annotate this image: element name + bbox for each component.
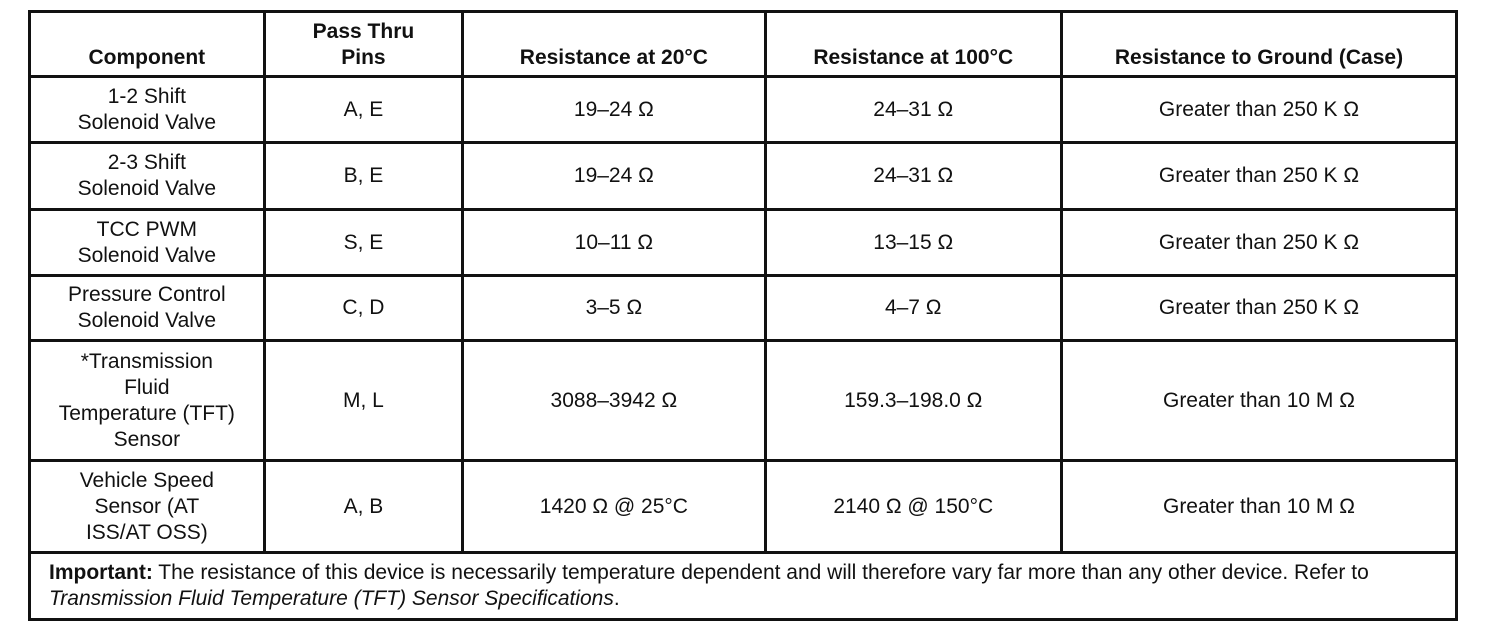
cell-line: Resistance at 20°C — [519, 46, 708, 69]
cell-line: Greater than 250 K Ω — [1158, 164, 1360, 187]
cell-line: 2-3 Shift — [107, 151, 186, 174]
note-row: Important: The resistance of this device… — [28, 551, 1458, 621]
cell-line: Greater than 10 M Ω — [1162, 388, 1355, 412]
table-cell: Greater than 250 K Ω — [1059, 75, 1459, 144]
header-row: Component Pass Thru Pins Resistance at 20°C… — [28, 10, 1459, 78]
spec-table: Component Pass Thru Pins Resistance at 20°C… — [28, 10, 1459, 621]
cell-line: A, E — [343, 97, 384, 121]
cell-line: Component — [88, 46, 206, 69]
table-cell: Greater than 250 K Ω — [1059, 208, 1459, 277]
note-cell: Important: The resistance of this device… — [28, 551, 1458, 621]
cell-line: Solenoid Valve — [77, 309, 217, 332]
table-row: 2-3 Shift Solenoid Valve B, E 19–24 Ω 24–31 … — [28, 141, 1459, 211]
cell-line: Greater than 250 K Ω — [1158, 296, 1360, 319]
cell-line: Greater than 250 K Ω — [1158, 230, 1360, 254]
table-cell: B, E — [262, 141, 465, 211]
cell-line: Greater than 10 M Ω — [1162, 494, 1355, 518]
cell-line: Sensor (AT — [94, 494, 200, 518]
table-cell: 1420 Ω @ 25°C — [461, 459, 767, 554]
table-row: Vehicle Speed Sensor (AT ISS/AT OSS) A, B 14… — [28, 459, 1459, 554]
header-cell: Resistance at 100°C — [763, 10, 1063, 78]
cell-line: S, E — [343, 230, 384, 254]
cell-line: 159.3–198.0 Ω — [844, 388, 983, 412]
table-cell: 4–7 Ω — [763, 274, 1063, 342]
cell-line: 10–11 Ω — [574, 230, 654, 254]
cell-line: 1-2 Shift — [107, 84, 186, 108]
table-cell: 10–11 Ω — [461, 208, 767, 277]
cell-line: Vehicle Speed — [79, 468, 214, 492]
header-cell: Resistance to Ground (Case) — [1059, 10, 1459, 78]
cell-line: Pass Thru — [312, 20, 415, 43]
table-cell: 2-3 Shift Solenoid Valve — [28, 141, 266, 211]
cell-line: 3–5 Ω — [585, 296, 643, 319]
cell-line: Fluid — [124, 375, 170, 399]
note-text: The resistance of this device is necessa… — [158, 561, 1369, 584]
cell-line: 13–15 Ω — [873, 230, 954, 254]
table-cell: 1-2 Shift Solenoid Valve — [28, 75, 266, 144]
table-cell: C, D — [262, 274, 465, 342]
cell-line: Resistance to Ground (Case) — [1114, 46, 1404, 69]
cell-line: Pressure Control — [68, 283, 226, 306]
cell-line: 19–24 Ω — [573, 164, 654, 187]
cell-line: C, D — [342, 296, 385, 319]
table-cell: TCC PWM Solenoid Valve — [28, 208, 266, 277]
cell-line: Resistance at 100°C — [813, 46, 1014, 69]
cell-line: M, L — [343, 388, 384, 412]
table-cell: 159.3–198.0 Ω — [763, 339, 1063, 462]
table-cell: Greater than 10 M Ω — [1059, 459, 1459, 554]
table-cell: Greater than 250 K Ω — [1059, 141, 1459, 211]
cell-line: 24–31 Ω — [873, 164, 954, 187]
cell-line: 24–31 Ω — [873, 97, 954, 121]
table-row: *Transmission Fluid Temperature (TFT) Senso… — [28, 339, 1459, 462]
table-cell: S, E — [262, 208, 465, 277]
table-cell: Vehicle Speed Sensor (AT ISS/AT OSS) — [28, 459, 266, 554]
table-row: Pressure Control Solenoid Valve C, D 3–5 Ω 4… — [28, 274, 1459, 342]
table-cell: 13–15 Ω — [763, 208, 1063, 277]
table-cell: A, E — [262, 75, 465, 144]
cell-line: Sensor — [113, 427, 181, 451]
cell-line: Solenoid Valve — [77, 243, 217, 267]
cell-line: 1420 Ω @ 25°C — [539, 494, 688, 518]
table-cell: 3–5 Ω — [461, 274, 767, 342]
table-cell: Greater than 10 M Ω — [1059, 339, 1459, 462]
note-end: . — [613, 587, 620, 610]
table-row: TCC PWM Solenoid Valve S, E 10–11 Ω 13–15 Ω G… — [28, 208, 1459, 277]
cell-line: *Transmission — [80, 349, 213, 373]
table-cell: 19–24 Ω — [461, 75, 767, 144]
cell-line: 4–7 Ω — [884, 296, 942, 319]
table-row: 1-2 Shift Solenoid Valve A, E 19–24 Ω 24–31 … — [28, 75, 1459, 144]
cell-line: Solenoid Valve — [77, 110, 217, 134]
header-cell: Pass Thru Pins — [262, 10, 465, 78]
note-label: Important: — [49, 561, 153, 584]
cell-line: 19–24 Ω — [573, 97, 654, 121]
cell-line: TCC PWM — [96, 217, 197, 241]
table-cell: M, L — [262, 339, 465, 462]
table-cell: *Transmission Fluid Temperature (TFT) Senso… — [28, 339, 266, 462]
table-cell: Pressure Control Solenoid Valve — [28, 274, 266, 342]
cell-line: 2140 Ω @ 150°C — [833, 494, 994, 518]
cell-line: Solenoid Valve — [77, 177, 217, 200]
table-cell: 24–31 Ω — [763, 75, 1063, 144]
table-cell: 24–31 Ω — [763, 141, 1063, 211]
cell-line: Temperature (TFT) — [58, 401, 235, 425]
table-cell: Greater than 250 K Ω — [1059, 274, 1459, 342]
table-cell: 3088–3942 Ω — [461, 339, 767, 462]
note-reference: Transmission Fluid Temperature (TFT) Sen… — [49, 587, 614, 610]
cell-line: ISS/AT OSS) — [85, 520, 208, 544]
header-cell: Resistance at 20°C — [461, 10, 767, 78]
cell-line: A, B — [343, 494, 384, 518]
header-cell: Component — [28, 10, 266, 78]
cell-line: 3088–3942 Ω — [550, 388, 678, 412]
table-cell: 19–24 Ω — [461, 141, 767, 211]
cell-line: Pins — [341, 46, 386, 69]
cell-line: Greater than 250 K Ω — [1158, 97, 1360, 121]
cell-line: B, E — [343, 164, 384, 187]
table-cell: A, B — [262, 459, 465, 554]
table-cell: 2140 Ω @ 150°C — [763, 459, 1063, 554]
